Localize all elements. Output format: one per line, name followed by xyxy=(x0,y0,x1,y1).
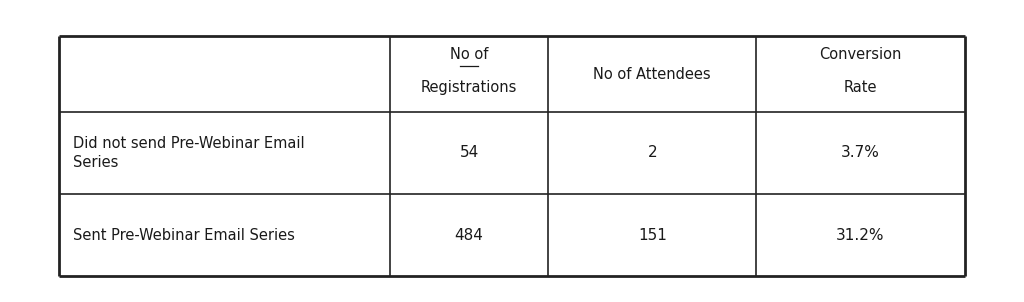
Text: Conversion: Conversion xyxy=(819,47,902,62)
Text: Registrations: Registrations xyxy=(421,80,517,95)
Text: 3.7%: 3.7% xyxy=(841,146,880,160)
Text: 31.2%: 31.2% xyxy=(837,228,885,243)
Text: 151: 151 xyxy=(638,228,667,243)
Text: Sent Pre-Webinar Email Series: Sent Pre-Webinar Email Series xyxy=(73,228,295,243)
Text: Did not send Pre-Webinar Email
Series: Did not send Pre-Webinar Email Series xyxy=(73,136,304,170)
Text: 484: 484 xyxy=(455,228,483,243)
Text: 2: 2 xyxy=(647,146,657,160)
Text: No of Attendees: No of Attendees xyxy=(594,66,711,82)
Text: Rate: Rate xyxy=(844,80,878,95)
Text: No of: No of xyxy=(450,47,488,62)
Text: 54: 54 xyxy=(460,146,478,160)
